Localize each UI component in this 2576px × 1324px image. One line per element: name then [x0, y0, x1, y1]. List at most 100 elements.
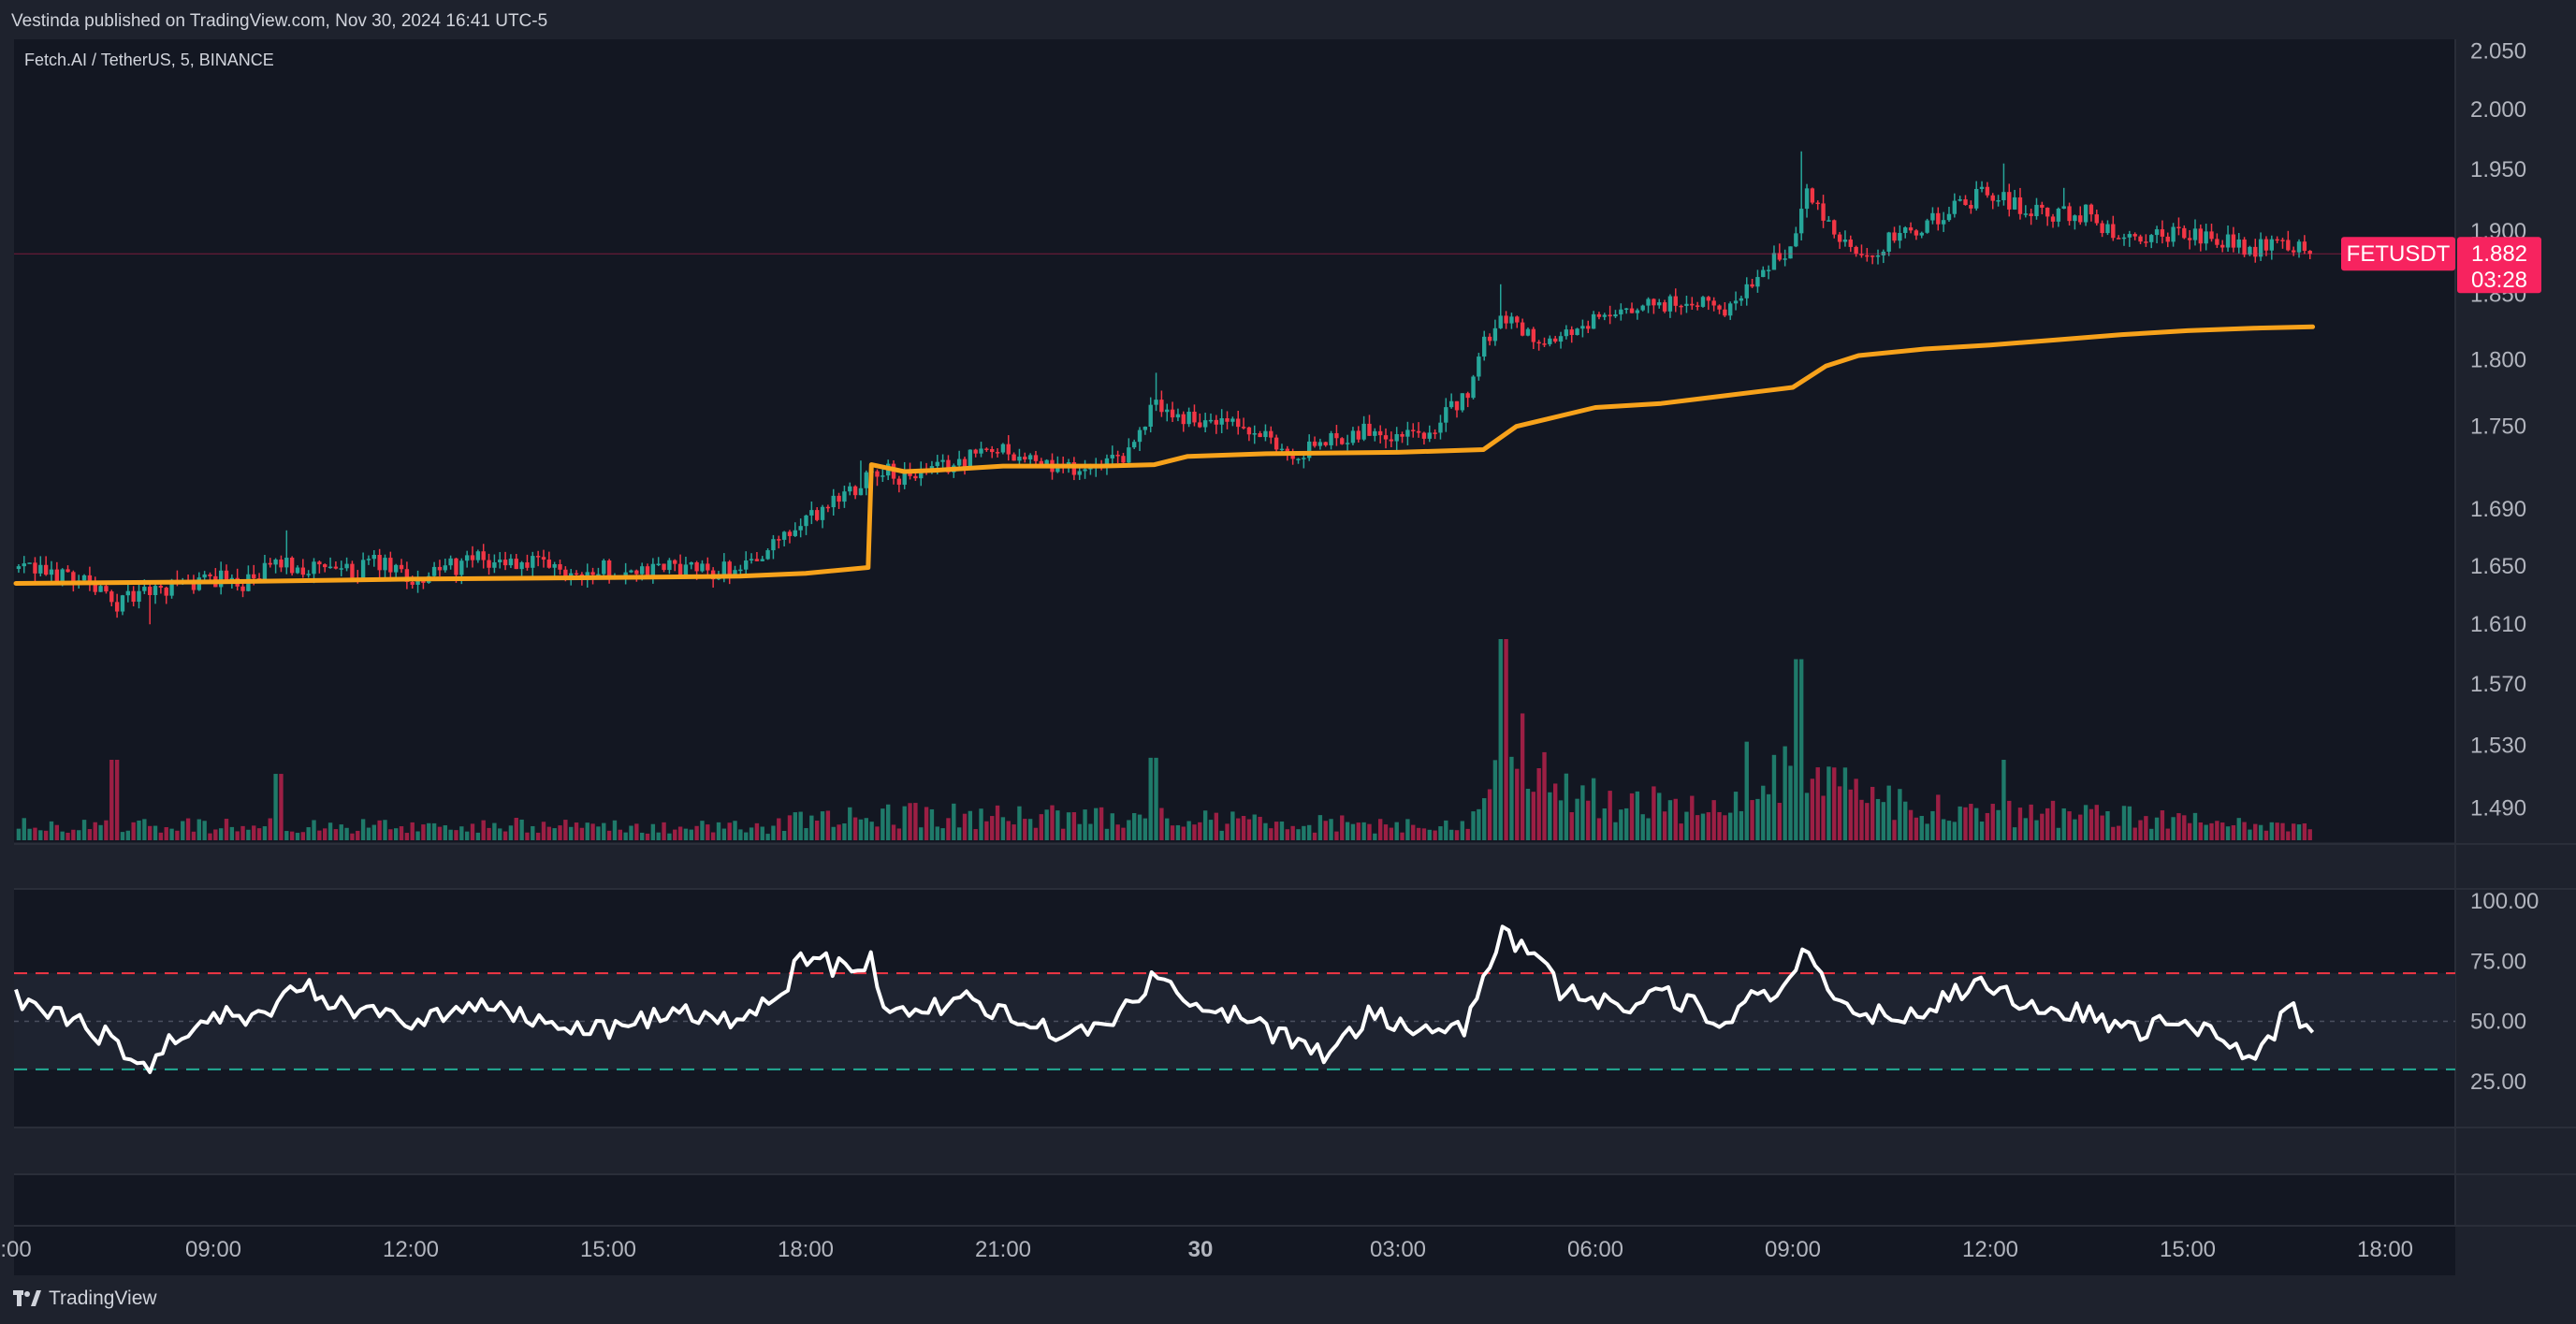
volume-bar: [760, 826, 764, 840]
candle-body: [919, 471, 924, 479]
candle-body: [1974, 188, 1979, 209]
candle-body: [1619, 309, 1623, 315]
volume-bar: [2001, 760, 2006, 840]
volume-bar: [1241, 816, 1246, 840]
candle-body: [1258, 433, 1262, 438]
candlesticks: [16, 151, 2312, 625]
candle-body: [1154, 400, 1158, 405]
candle-body: [404, 569, 410, 582]
volume-bar: [2225, 826, 2231, 840]
candle-body: [2187, 238, 2192, 240]
candle-body: [563, 569, 568, 577]
candle-body: [531, 556, 535, 568]
volume-bar: [1142, 818, 1148, 840]
candle-body: [1071, 461, 1077, 475]
candle-body: [2017, 196, 2023, 214]
candle-body: [323, 564, 327, 568]
volume-bar: [629, 825, 633, 840]
volume-bar: [1279, 821, 1285, 840]
candle-body: [300, 567, 306, 575]
volume-bar: [1192, 824, 1197, 840]
volume-bar: [1919, 816, 1924, 840]
candle-body: [535, 556, 541, 558]
volume-bar: [1608, 791, 1612, 840]
volume-bar: [2198, 822, 2204, 840]
candle-body: [1509, 316, 1514, 324]
candle-body: [2269, 239, 2274, 251]
volume-bar: [656, 832, 661, 840]
volume-bar: [1613, 822, 1618, 840]
volume-bar: [273, 774, 278, 840]
volume-bar: [781, 830, 787, 840]
volume-bar: [1071, 812, 1077, 840]
volume-bar: [590, 823, 595, 840]
candle-body: [1279, 448, 1285, 451]
volume-bar: [569, 826, 574, 840]
volume-bar: [1121, 827, 1126, 840]
candle-body: [2073, 215, 2077, 222]
candle-body: [1673, 296, 1678, 306]
volume-bar: [2275, 822, 2279, 840]
candle-body: [142, 587, 147, 591]
volume-bar: [1728, 812, 1733, 840]
candle-body: [104, 586, 109, 592]
candle-body: [1208, 419, 1214, 422]
candle-body: [765, 550, 770, 560]
volume-bar: [169, 828, 174, 840]
candle-body: [377, 554, 382, 571]
volume-bar: [2248, 829, 2252, 840]
volume-bar: [2187, 822, 2192, 840]
time-axis[interactable]: :00 09:00 12:00 15:00 18:00 21:00 30 03:00 06:00…: [0, 1237, 2413, 1262]
tradingview-logo[interactable]: TradingView: [13, 1288, 157, 1310]
candle-body: [208, 574, 212, 576]
volume-bar: [87, 829, 93, 840]
volume-bar: [1077, 823, 1082, 840]
candle-body: [1175, 414, 1181, 418]
volume-bar: [202, 821, 207, 840]
volume-bar: [727, 822, 732, 840]
candle-body: [2209, 231, 2214, 240]
candle-body: [284, 558, 289, 568]
volume-bar: [1361, 822, 1366, 840]
volume-bar: [1477, 808, 1481, 840]
candle-body: [2171, 226, 2176, 242]
candle-body: [202, 574, 207, 578]
price-axis[interactable]: 2.0502.0001.9501.9001.8501.8001.7501.690…: [2470, 38, 2526, 821]
candle-body: [2056, 209, 2061, 222]
volume-bar: [1886, 785, 1891, 840]
volume-bar: [1925, 823, 1929, 840]
volume-bar: [475, 832, 481, 840]
candle-body: [2023, 213, 2028, 215]
volume-bar: [27, 828, 32, 840]
candle-body: [1252, 433, 1257, 435]
candle-body: [673, 560, 677, 564]
candle-body: [781, 531, 787, 540]
symbol-title[interactable]: Fetch.AI / TetherUS, 5, BINANCE: [24, 51, 274, 69]
candle-body: [2248, 246, 2252, 255]
candle-body: [366, 559, 371, 560]
candle-body: [2144, 241, 2148, 243]
volume-bar: [240, 825, 245, 840]
candle-body: [1246, 427, 1252, 435]
rsi-axis[interactable]: 100.00 75.00 50.00 25.00: [2470, 889, 2539, 1095]
volume-bar: [98, 824, 103, 840]
volume-bar: [284, 831, 289, 840]
volume-bar: [289, 831, 295, 840]
volume-bar: [1733, 792, 1739, 840]
candle-body: [415, 579, 420, 585]
price-tick-label: 1.650: [2470, 554, 2526, 579]
volume-bar: [1389, 827, 1394, 840]
time-tick-label: 06:00: [1567, 1237, 1623, 1262]
rsi-band-fill: [14, 973, 2455, 1069]
volume-bar: [1329, 819, 1333, 840]
volume-bar: [913, 803, 918, 840]
volume-bars: [16, 639, 2312, 840]
volume-bar: [388, 829, 393, 840]
volume-bar: [431, 822, 437, 840]
candle-body: [498, 560, 502, 562]
volume-bar: [1454, 830, 1460, 840]
candle-body: [191, 582, 196, 590]
volume-bar: [1865, 803, 1870, 840]
candle-body: [508, 559, 514, 566]
